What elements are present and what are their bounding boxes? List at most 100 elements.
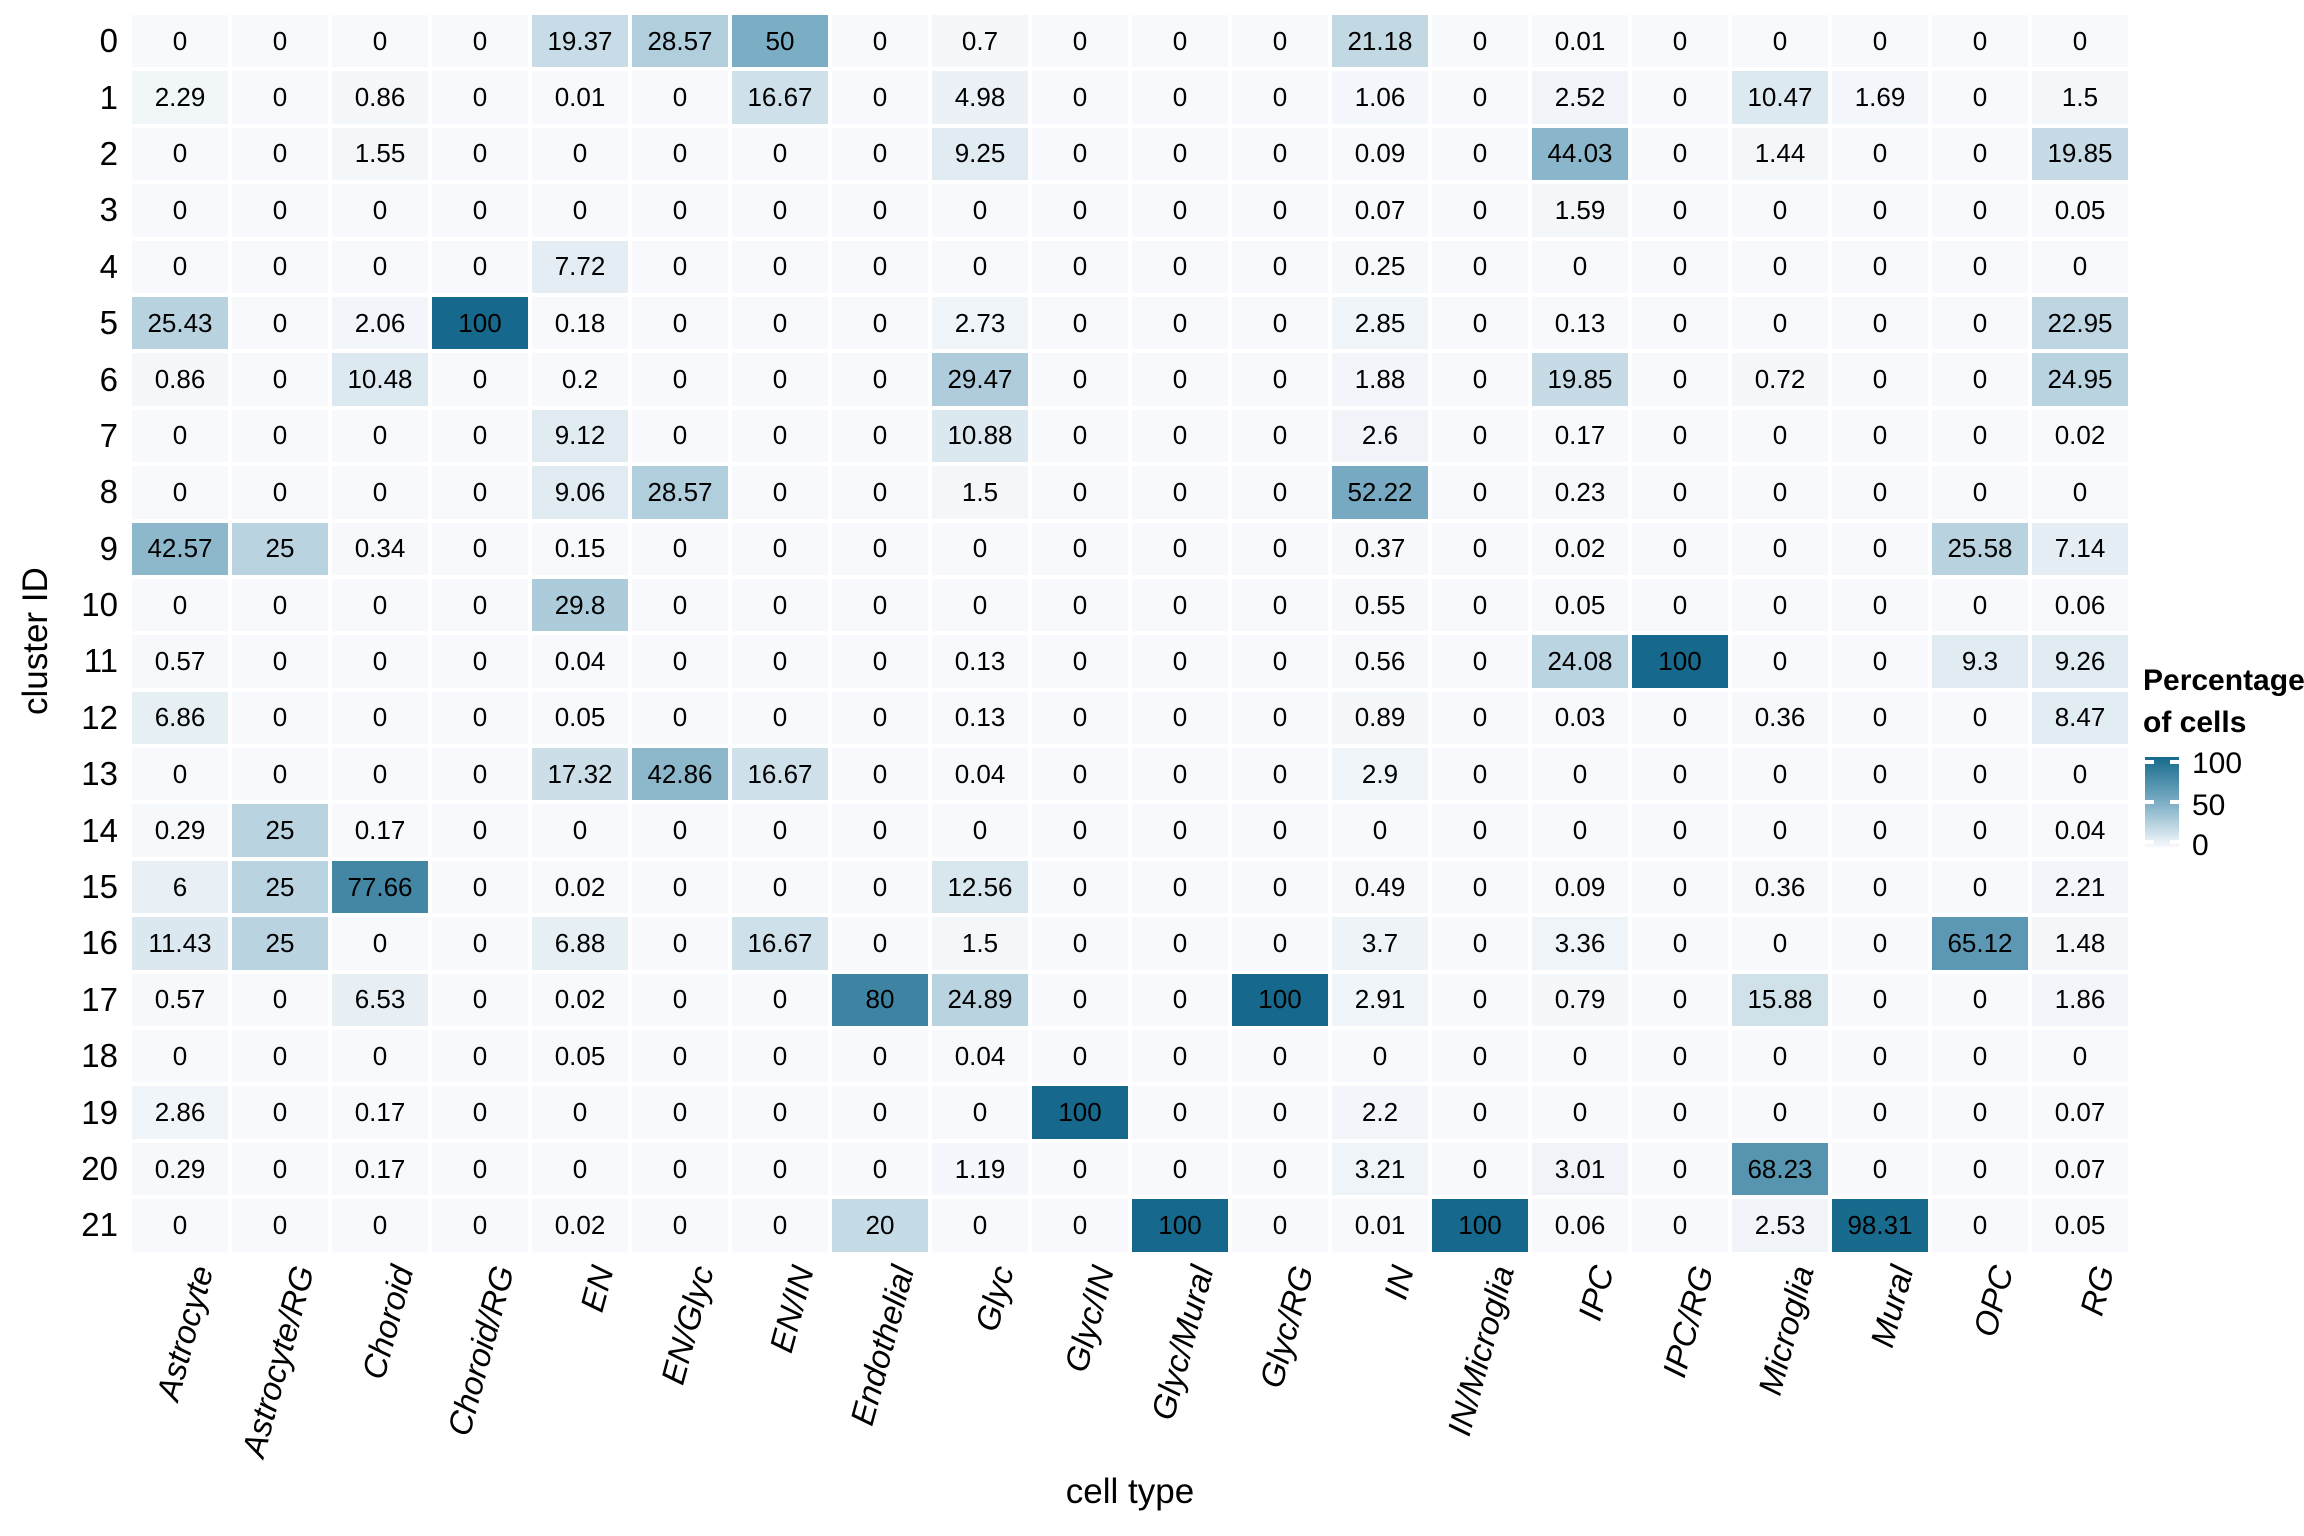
heatmap-cell: 0	[732, 240, 828, 293]
heatmap-cell: 0	[232, 635, 328, 688]
heatmap-cell: 0	[1732, 522, 1828, 575]
heatmap-cell: 0	[332, 917, 428, 970]
heatmap-cell: 12.56	[932, 860, 1028, 914]
heatmap-cell: 16.67	[732, 917, 828, 970]
heatmap-cell: 0.06	[1532, 1199, 1628, 1252]
heatmap-cell: 0	[632, 804, 728, 857]
heatmap-cell: 1.44	[1732, 127, 1828, 181]
heatmap-cell: 6	[132, 860, 228, 914]
heatmap-cell: 0	[632, 860, 728, 914]
heatmap-cell: 0	[332, 240, 428, 293]
heatmap-cell: 0	[932, 1199, 1028, 1252]
heatmap-cell: 0.25	[1332, 240, 1428, 293]
heatmap-cell: 100	[1432, 1199, 1528, 1252]
heatmap-cell: 0	[1132, 691, 1228, 745]
heatmap-cell: 0	[1232, 184, 1328, 237]
heatmap-cell: 19.85	[2032, 127, 2128, 181]
heatmap-cell: 0	[732, 1086, 828, 1139]
x-tick-label: Astrocyte	[149, 1261, 221, 1405]
heatmap-cell: 0	[1932, 15, 2028, 68]
heatmap-cell: 0	[2032, 15, 2128, 68]
heatmap-cell: 0	[1632, 1086, 1728, 1139]
heatmap-cell: 100	[432, 296, 528, 350]
heatmap-cell: 0	[732, 860, 828, 914]
heatmap-cell: 0	[1132, 860, 1228, 914]
heatmap-cell: 0	[1132, 635, 1228, 688]
heatmap-cell: 1.59	[1532, 184, 1628, 237]
heatmap-cell: 0.29	[132, 804, 228, 857]
heatmap-cell: 0	[2032, 466, 2128, 519]
heatmap-cell: 0	[1432, 635, 1528, 688]
heatmap-cell: 0	[1432, 353, 1528, 406]
heatmap-cell: 22.95	[2032, 296, 2128, 350]
heatmap-cell: 0.29	[132, 1142, 228, 1196]
heatmap-cell: 29.47	[932, 353, 1028, 406]
heatmap-cell: 9.26	[2032, 635, 2128, 688]
heatmap-cell: 0	[1732, 635, 1828, 688]
heatmap-cell: 0.49	[1332, 860, 1428, 914]
legend-tick-mark	[2170, 760, 2179, 764]
heatmap-cell: 0	[1132, 748, 1228, 801]
y-tick-label: 19	[81, 1093, 118, 1131]
heatmap-cell: 9.25	[932, 127, 1028, 181]
heatmap-cell: 0	[132, 578, 228, 632]
heatmap-cell: 24.08	[1532, 635, 1628, 688]
heatmap-cell: 0	[432, 1086, 528, 1139]
heatmap-cell: 0	[1232, 1199, 1328, 1252]
heatmap-cell: 0	[232, 15, 328, 68]
heatmap-cell: 0	[1132, 353, 1228, 406]
heatmap-cell: 0.86	[332, 71, 428, 124]
heatmap-cell: 0	[632, 1199, 728, 1252]
heatmap-cell: 0	[132, 15, 228, 68]
heatmap-cell: 0.02	[532, 860, 628, 914]
y-tick-label: 15	[81, 868, 118, 906]
y-tick-label: 12	[81, 698, 118, 736]
heatmap-cell: 0	[1932, 466, 2028, 519]
heatmap-cell: 0	[832, 578, 928, 632]
heatmap-cell: 0.2	[532, 353, 628, 406]
heatmap-cell: 0	[632, 296, 728, 350]
heatmap-cell: 0	[332, 691, 428, 745]
heatmap-cell: 0	[1232, 1030, 1328, 1083]
heatmap-cell: 100	[1632, 635, 1728, 688]
heatmap-cell: 0	[432, 860, 528, 914]
heatmap-cell: 0	[2032, 748, 2128, 801]
heatmap-cell: 0	[1632, 296, 1728, 350]
heatmap-cell: 68.23	[1732, 1142, 1828, 1196]
heatmap-cell: 0	[1932, 973, 2028, 1027]
heatmap-cell: 0	[532, 1086, 628, 1139]
legend-tick-mark	[2170, 800, 2179, 804]
legend-tick-mark	[2170, 840, 2179, 844]
heatmap-cell: 0	[1132, 973, 1228, 1027]
heatmap-cell: 1.55	[332, 127, 428, 181]
heatmap-cell: 0	[132, 1030, 228, 1083]
legend-tick-mark	[2145, 800, 2154, 804]
x-tick-label: Choroid	[355, 1261, 421, 1383]
heatmap-cell: 0	[332, 578, 428, 632]
heatmap-cell: 0	[1232, 635, 1328, 688]
y-tick-label: 16	[81, 924, 118, 962]
x-tick-label: Glyc/IN	[1057, 1261, 1121, 1376]
heatmap-cell: 0	[1032, 691, 1128, 745]
heatmap-cell: 25.58	[1932, 522, 2028, 575]
heatmap-cell: 0	[1832, 15, 1928, 68]
heatmap-cell: 0	[1032, 917, 1128, 970]
heatmap-cell: 0	[1432, 15, 1528, 68]
heatmap-cell: 0.09	[1532, 860, 1628, 914]
heatmap-cell: 0	[632, 1086, 728, 1139]
heatmap-cell: 0.07	[2032, 1142, 2128, 1196]
heatmap-cell: 0	[832, 296, 928, 350]
heatmap-cell: 1.86	[2032, 973, 2128, 1027]
heatmap-cell: 0	[1732, 15, 1828, 68]
heatmap-grid: 0 0 0 0 19.37 28.57 50 0 0.7 0 0 0 21.18 0 0.01 0 0 0 0 0 2.…	[132, 15, 2128, 1252]
heatmap-cell: 0	[1632, 1199, 1728, 1252]
heatmap-cell: 0	[832, 466, 928, 519]
heatmap-cell: 0	[232, 748, 328, 801]
heatmap-cell: 1.88	[1332, 353, 1428, 406]
heatmap-cell: 0	[1432, 71, 1528, 124]
heatmap-cell: 6.86	[132, 691, 228, 745]
heatmap-cell: 9.12	[532, 409, 628, 463]
heatmap-cell: 0	[1132, 184, 1228, 237]
heatmap-cell: 2.86	[132, 1086, 228, 1139]
